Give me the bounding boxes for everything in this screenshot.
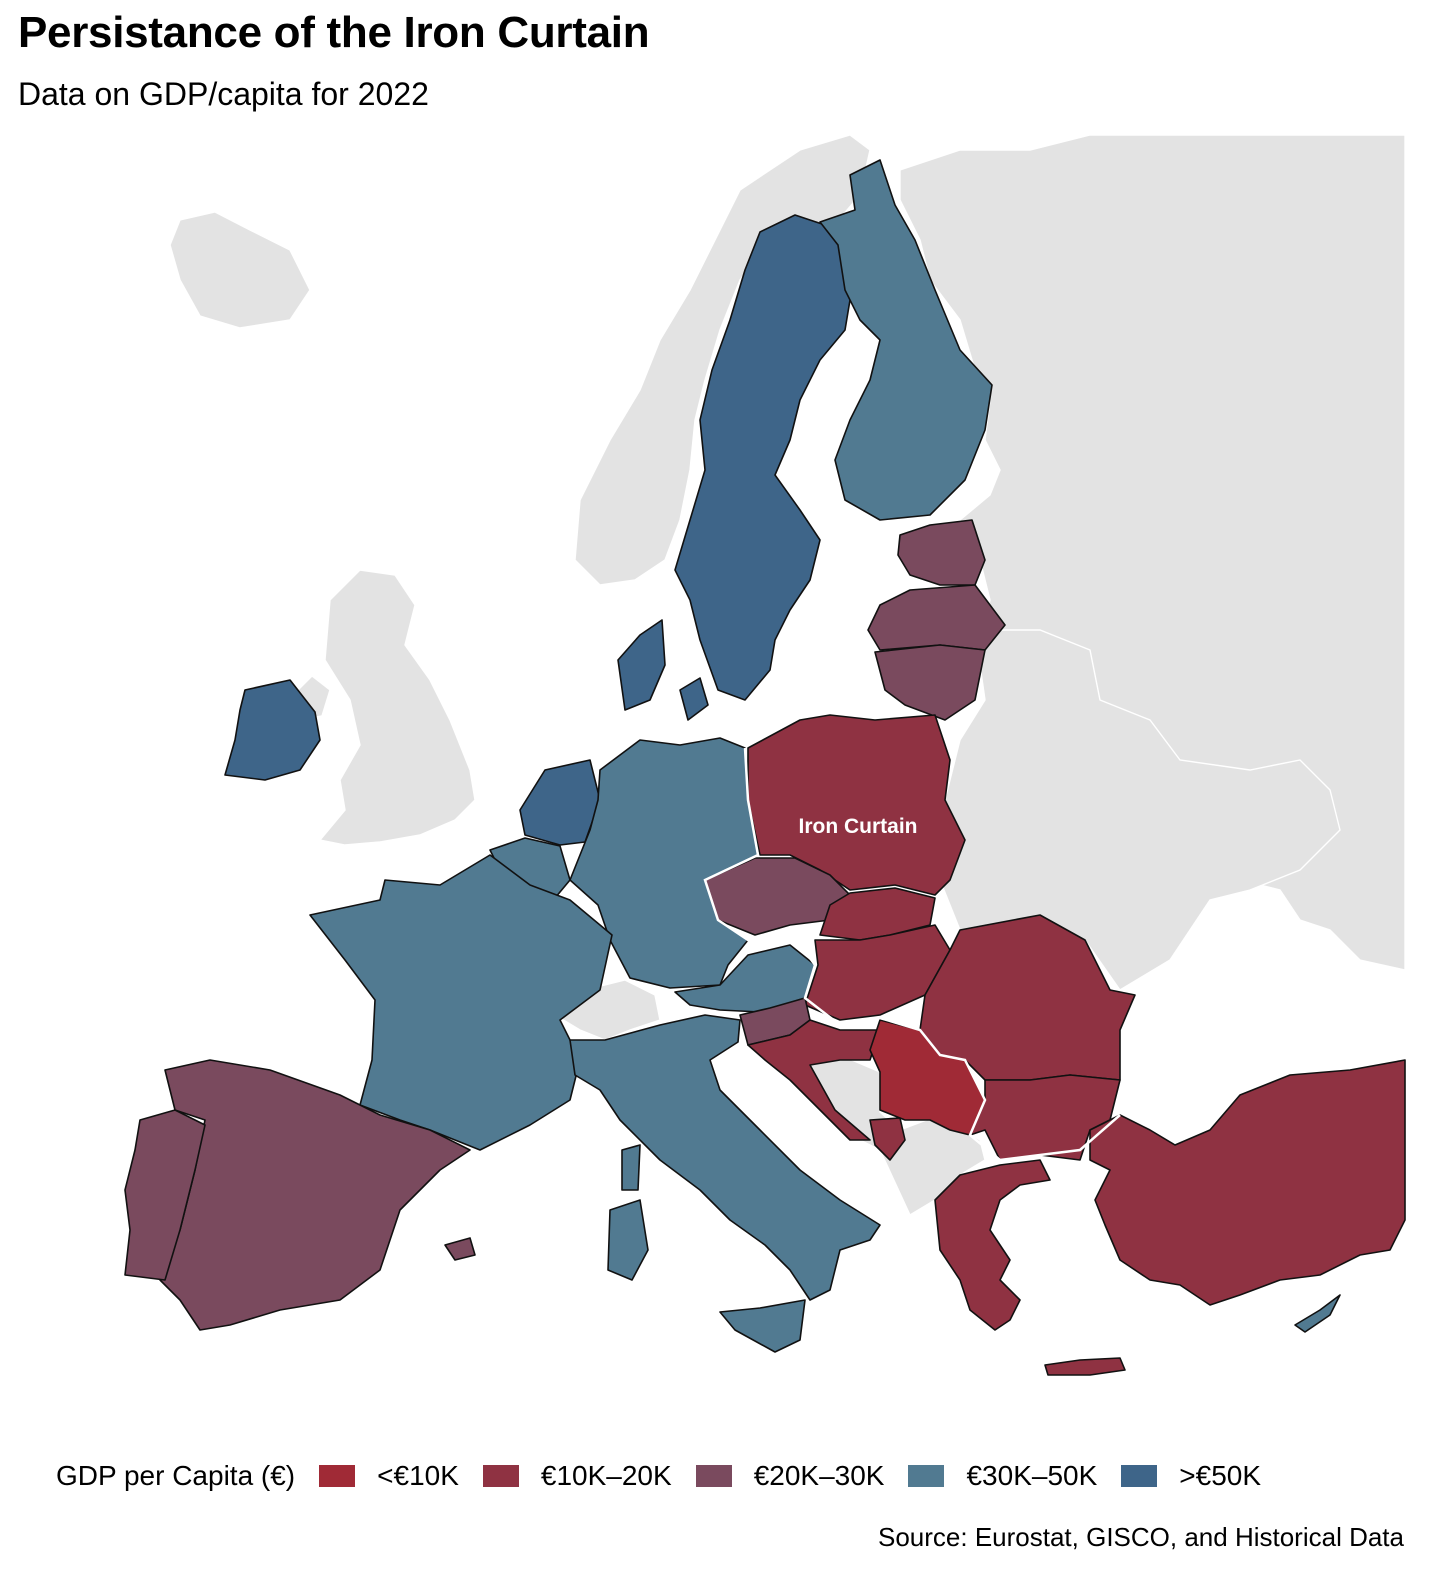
legend-label: €20K–30K <box>753 1460 885 1491</box>
latvia <box>867 584 1006 651</box>
cyprus <box>1294 1294 1341 1333</box>
legend-title: GDP per Capita (€) <box>56 1460 296 1491</box>
legend-swatch <box>1121 1465 1158 1487</box>
finland <box>819 159 993 521</box>
map-subtitle: Data on GDP/capita for 2022 <box>18 76 429 112</box>
legend-swatch <box>482 1465 519 1487</box>
background-land <box>169 134 1406 1217</box>
countries <box>124 159 1406 1376</box>
greece <box>934 1159 1051 1331</box>
source-caption: Source: Eurostat, GISCO, and Historical … <box>878 1522 1404 1552</box>
iron-curtain-label: Iron Curtain <box>799 815 918 838</box>
legend-swatch <box>319 1465 356 1487</box>
montenegro <box>869 1117 906 1161</box>
netherlands <box>519 759 601 846</box>
legend-item: €10K–20K <box>482 1460 672 1492</box>
legend-label: >€50K <box>1179 1460 1262 1491</box>
croatia <box>747 1019 881 1141</box>
crete <box>1044 1357 1126 1376</box>
slovakia <box>819 887 936 941</box>
poland <box>747 714 966 896</box>
iceland-land <box>169 211 311 329</box>
great-britain-land <box>318 569 476 846</box>
corsica <box>621 1144 641 1191</box>
legend-swatch <box>695 1465 732 1487</box>
portugal <box>124 1109 206 1281</box>
sardinia <box>607 1199 649 1281</box>
turkey <box>1089 1059 1406 1306</box>
legend-item: >€50K <box>1121 1460 1261 1492</box>
iron-curtain-line <box>703 747 1121 1162</box>
ireland <box>224 679 321 781</box>
legend-label: €10K–20K <box>540 1460 672 1491</box>
map-title: Persistance of the Iron Curtain <box>18 8 650 57</box>
estonia <box>897 519 986 586</box>
legend-label: €30K–50K <box>966 1460 1098 1491</box>
germany <box>569 737 759 989</box>
sweden <box>674 214 851 701</box>
legend-label: <€10K <box>377 1460 459 1491</box>
balearic-islands <box>444 1237 476 1261</box>
italy <box>569 1014 881 1301</box>
legend-item: <€10K <box>319 1460 459 1492</box>
legend-swatch <box>908 1465 945 1487</box>
legend-item: €30K–50K <box>908 1460 1097 1492</box>
legend: GDP per Capita (€) <€10K €10K–20K €20K–3… <box>56 1456 1285 1496</box>
sicily <box>719 1299 806 1353</box>
lithuania <box>874 644 986 721</box>
denmark <box>617 619 709 721</box>
legend-item: €20K–30K <box>695 1460 885 1492</box>
